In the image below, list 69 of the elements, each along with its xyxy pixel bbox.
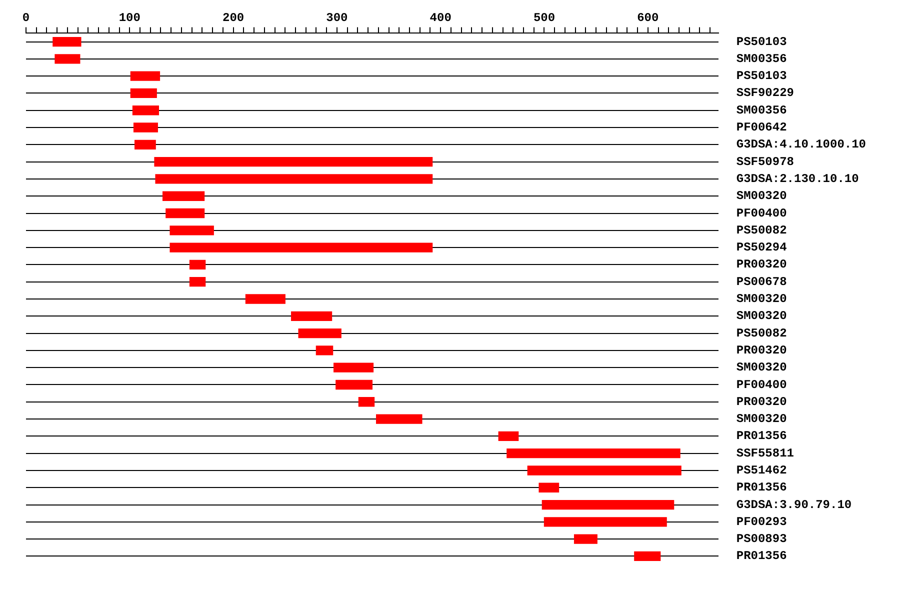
bar: [162, 191, 205, 201]
y-tick-label: PR00320: [736, 343, 787, 358]
y-tick-label: PR00320: [736, 394, 787, 409]
y-tick-label: PF00400: [736, 378, 787, 392]
bar: [538, 482, 560, 492]
y-tick-label: SSF50978: [736, 154, 794, 169]
bar: [542, 500, 674, 510]
bar: [133, 122, 158, 132]
bar: [298, 328, 342, 338]
y-tick-label: PS50082: [736, 326, 787, 340]
bar: [498, 431, 519, 442]
bar: [334, 362, 374, 372]
x-tick-label: 500: [533, 11, 556, 26]
bar: [527, 466, 682, 476]
bar: [574, 534, 598, 544]
bar: [130, 88, 157, 98]
y-tick-label: SM00320: [736, 292, 787, 306]
y-tick-label: PF00400: [736, 206, 787, 220]
bar: [134, 140, 156, 150]
bar: [358, 397, 375, 407]
bar: [130, 71, 160, 81]
bar: [170, 242, 433, 252]
y-tick-label: PS50294: [736, 240, 787, 255]
x-tick-label: 0: [22, 11, 30, 26]
x-tick-label: 200: [222, 11, 244, 26]
y-tick-label: PS50103: [736, 34, 787, 49]
x-tick-label: 600: [637, 11, 659, 26]
y-tick-label: PS50082: [736, 223, 787, 238]
bar: [155, 174, 433, 184]
bar: [189, 260, 206, 270]
y-tick-label: SM00320: [736, 412, 787, 426]
y-tick-label: PR01356: [736, 429, 787, 444]
y-tick-label: SM00320: [736, 309, 787, 324]
y-tick-label: PS00893: [736, 532, 787, 546]
y-tick-label: SM00320: [736, 360, 787, 375]
bar: [291, 311, 332, 321]
y-tick-label: G3DSA:3.90.79.10: [736, 498, 852, 512]
x-tick-label: 400: [430, 11, 452, 26]
bar: [166, 208, 205, 218]
y-tick-label: G3DSA:2.130.10.10: [736, 172, 859, 186]
y-tick-label: PS50103: [736, 69, 787, 84]
bar: [506, 448, 680, 458]
x-tick-label: 100: [118, 11, 140, 26]
bar: [154, 156, 433, 167]
y-tick-label: PS00678: [736, 274, 787, 289]
y-tick-label: SSF90229: [736, 86, 794, 100]
y-tick-label: PF00642: [736, 120, 787, 135]
bar: [189, 277, 206, 287]
bar: [336, 380, 373, 390]
bar: [376, 414, 422, 424]
bar: [316, 346, 334, 356]
y-tick-label: SM00356: [736, 103, 787, 118]
y-tick-label: PS51462: [736, 464, 787, 478]
y-tick-label: G3DSA:4.10.1000.10: [736, 138, 866, 152]
y-tick-label: SSF55811: [736, 446, 794, 460]
bar: [634, 551, 661, 562]
bar: [245, 294, 286, 304]
y-tick-label: SM00320: [736, 189, 787, 204]
y-tick-label: SM00356: [736, 52, 787, 66]
y-tick-label: PR01356: [736, 549, 787, 564]
bar: [52, 36, 82, 47]
bar: [170, 226, 214, 236]
y-tick-label: PF00293: [736, 514, 787, 529]
bar: [54, 54, 80, 64]
y-tick-label: PR01356: [736, 480, 787, 495]
bar: [132, 106, 159, 116]
bar: [544, 517, 667, 527]
y-tick-label: PR00320: [736, 258, 787, 272]
x-tick-label: 300: [326, 11, 348, 26]
